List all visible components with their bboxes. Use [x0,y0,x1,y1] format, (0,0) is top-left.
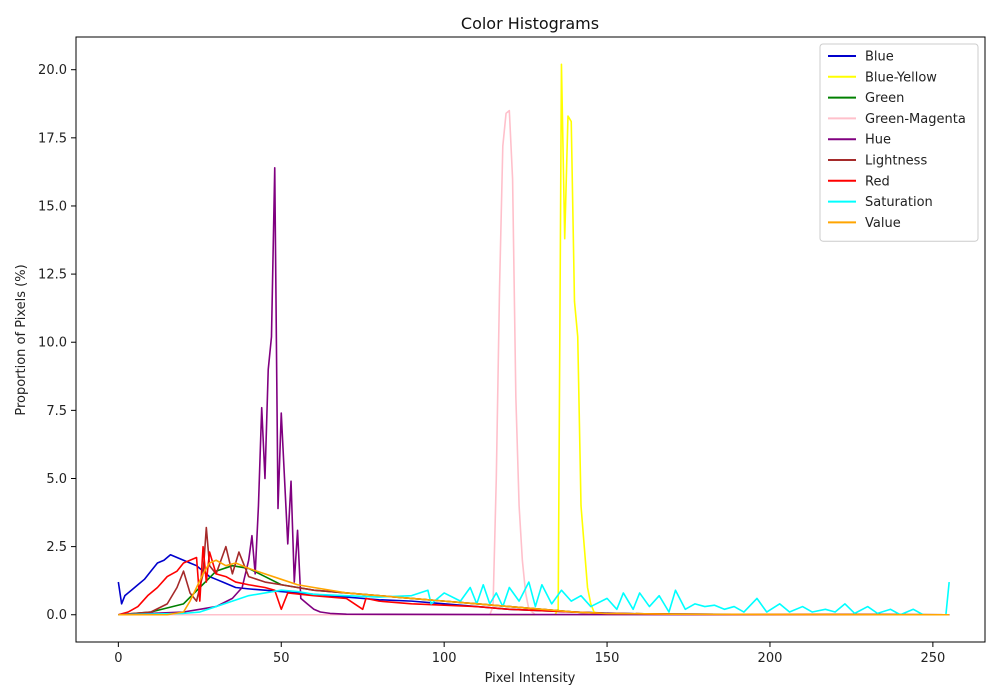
y-tick-label: 5.0 [46,472,67,487]
legend-label: Green-Magenta [865,112,966,127]
series-line-value [118,559,950,616]
plot-area-frame [75,36,986,643]
legend-label: Lightness [865,154,927,169]
x-tick-label: 150 [595,651,620,666]
x-axis-label: Pixel Intensity [485,671,576,686]
y-tick-label: 15.0 [38,199,67,214]
series-line-hue [118,167,950,616]
legend-label: Hue [865,133,891,148]
x-axis: 0 50 100 150 200 250 [114,642,945,666]
y-tick-label: 20.0 [38,63,67,78]
y-tick-label: 10.0 [38,336,67,351]
series-line-saturation [118,581,950,616]
x-tick-label: 0 [114,651,122,666]
series-line-red [118,545,950,616]
y-tick-label: 12.5 [38,268,67,283]
y-axis: 0.0 2.5 5.0 7.5 10.0 12.5 15.0 17.5 20.0 [38,63,76,623]
series-line-green [118,564,950,616]
x-tick-label: 200 [758,651,783,666]
legend-label: Red [865,174,890,189]
legend-label: Saturation [865,195,933,210]
chart-title: Color Histograms [461,14,599,33]
series-line-blue-yellow [118,63,950,616]
series-line-green-magenta [118,109,950,616]
legend-box [819,43,979,242]
legend-label: Blue [865,50,894,65]
y-tick-label: 0.0 [46,608,67,623]
series-lines [117,63,950,616]
legend-label: Blue-Yellow [865,70,937,85]
y-tick-label: 17.5 [38,131,67,146]
x-tick-label: 50 [273,651,290,666]
x-tick-label: 250 [920,651,945,666]
y-tick-label: 7.5 [46,404,67,419]
legend: Blue Blue-Yellow Green Green-Magenta Hue Ligh… [819,43,979,242]
legend-label: Green [865,91,904,106]
y-axis-label: Proportion of Pixels (%) [14,264,29,415]
legend-label: Value [865,216,901,231]
y-tick-label: 2.5 [46,540,67,555]
x-tick-label: 100 [432,651,457,666]
